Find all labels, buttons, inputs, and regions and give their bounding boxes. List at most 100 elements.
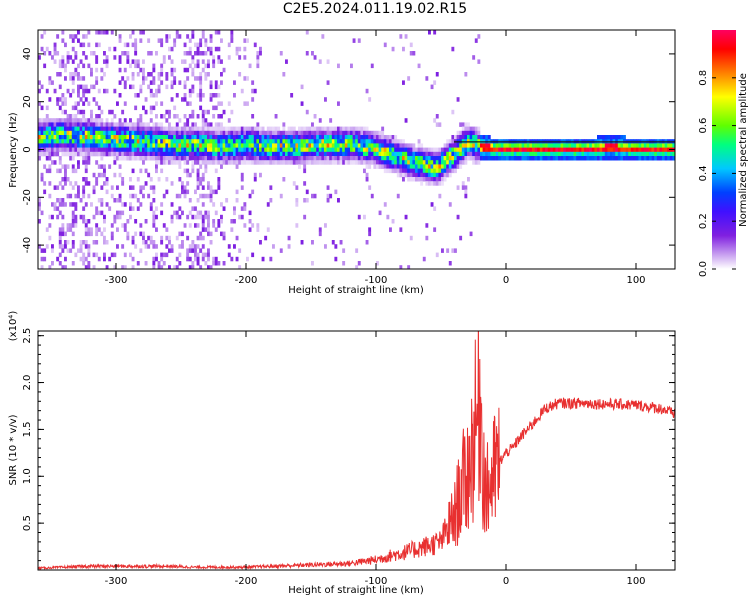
spectrogram-cell <box>170 214 174 220</box>
spectrogram-cell <box>399 156 403 161</box>
spectrogram-cell <box>357 156 361 161</box>
spectrogram-cell <box>199 126 203 132</box>
spectrogram-cell <box>188 63 192 69</box>
spectrogram-cell <box>209 189 213 195</box>
spectrogram-cell <box>74 118 78 123</box>
spectrogram-cell <box>105 202 109 207</box>
spectrogram-cell <box>48 135 52 140</box>
spectrogram-cell <box>58 168 62 174</box>
spectrogram-cell <box>425 76 429 81</box>
spectrogram-cell <box>66 193 70 199</box>
spectrogram-cell <box>207 210 210 216</box>
spectrogram-cell <box>87 126 91 132</box>
spectrogram-cell <box>64 76 67 81</box>
spectrogram-cell <box>235 135 239 140</box>
spectrogram-cell <box>38 139 41 144</box>
spectrogram-cell <box>139 84 143 90</box>
spectrogram-cell <box>220 147 223 153</box>
spectrogram-cell <box>97 139 101 144</box>
spectrogram-cell <box>347 130 351 136</box>
spectrogram-cell <box>235 147 239 153</box>
spectrogram-cell <box>547 147 551 153</box>
spectrogram-cell <box>142 185 145 190</box>
spectrogram-cell <box>253 177 257 182</box>
spectrogram-cell <box>610 143 613 148</box>
spectrogram-cell <box>207 219 210 224</box>
spectrogram-cell <box>266 135 270 140</box>
spectrogram-cell <box>168 55 171 60</box>
spectrogram-cell <box>378 156 382 161</box>
spectrogram-cell <box>207 252 210 258</box>
spectrogram-cell <box>155 206 158 211</box>
spectrogram-cell <box>233 147 236 153</box>
spectrogram-cell <box>259 46 262 52</box>
spectrogram-cell <box>183 168 187 174</box>
spectrogram-cell <box>108 109 112 115</box>
spectrogram-cell <box>370 143 374 148</box>
spectrogram-cell <box>170 135 174 140</box>
spectrogram-cell <box>123 143 127 148</box>
spectrogram-cell <box>147 38 151 43</box>
spectrogram-cell <box>646 147 650 153</box>
spectrogram-cell <box>139 185 143 190</box>
spectrogram-cell <box>162 135 166 140</box>
spectrogram-cell <box>225 160 229 165</box>
spectrogram-cell <box>389 143 392 148</box>
spectrogram-cell <box>467 147 470 153</box>
spectrogram-cell <box>253 143 257 148</box>
spectrogram-cell <box>121 51 125 56</box>
spectrogram-cell <box>425 151 429 157</box>
spectrogram-cell <box>38 156 41 161</box>
spectrogram-cell <box>165 84 169 90</box>
spectrogram-cell <box>451 135 455 140</box>
spectrogram-cell <box>196 46 200 52</box>
spectrogram-cell <box>357 151 361 157</box>
spectrogram-cell <box>97 143 101 148</box>
spectrogram-cell <box>441 156 444 161</box>
spectrogram-cell <box>617 143 621 148</box>
spectrogram-cell <box>84 118 88 123</box>
spectrogram-cell <box>545 156 548 161</box>
spectrogram-cell <box>248 135 252 140</box>
spectrogram-cell <box>365 143 369 148</box>
spectrogram-cell <box>430 84 434 90</box>
spectrogram-cell <box>181 97 184 102</box>
spectrogram-cell <box>118 214 122 220</box>
spectrogram-cell <box>295 223 299 228</box>
spectrogram-cell <box>199 193 203 199</box>
spectrogram-cell <box>363 126 366 132</box>
spectrogram-cell <box>373 135 377 140</box>
spectrogram-cell <box>243 156 247 161</box>
spectrogram-cell <box>225 135 229 140</box>
spectrogram-cell <box>448 172 452 178</box>
spectrogram-cell <box>95 147 99 153</box>
spectrogram-cell <box>110 122 114 127</box>
spectrogram-cell <box>472 160 476 165</box>
spectrogram-cell <box>207 63 210 69</box>
spectrogram-cell <box>402 160 405 165</box>
colorbar-scale <box>712 30 736 269</box>
spectrogram-cell <box>230 156 234 161</box>
spectrogram-cell <box>305 139 309 144</box>
spectrogram-cell <box>214 189 218 195</box>
spectrogram-cell <box>48 143 52 148</box>
spectrogram-cell <box>461 185 465 190</box>
snr-frame <box>37 330 676 571</box>
spectrogram-cell <box>196 223 200 228</box>
spectrogram-cell <box>92 51 96 56</box>
spectrogram-cell <box>399 34 403 39</box>
spectrogram-cell <box>584 156 587 161</box>
spectrogram-cell <box>69 130 73 136</box>
spectrogram-cell <box>51 122 54 127</box>
spectrogram-cell <box>212 126 216 132</box>
spectrogram-cell <box>555 143 559 148</box>
spectrogram-cell <box>58 122 62 127</box>
spectrogram-cell <box>352 135 356 140</box>
spectrogram-cell <box>71 156 75 161</box>
spectrogram-cell <box>394 143 398 148</box>
spectrogram-cell <box>207 156 210 161</box>
spectrogram-cell <box>142 240 145 245</box>
spectrogram-cell <box>136 118 140 123</box>
spectrogram-cell <box>360 135 364 140</box>
spectrogram-cell <box>279 160 283 165</box>
